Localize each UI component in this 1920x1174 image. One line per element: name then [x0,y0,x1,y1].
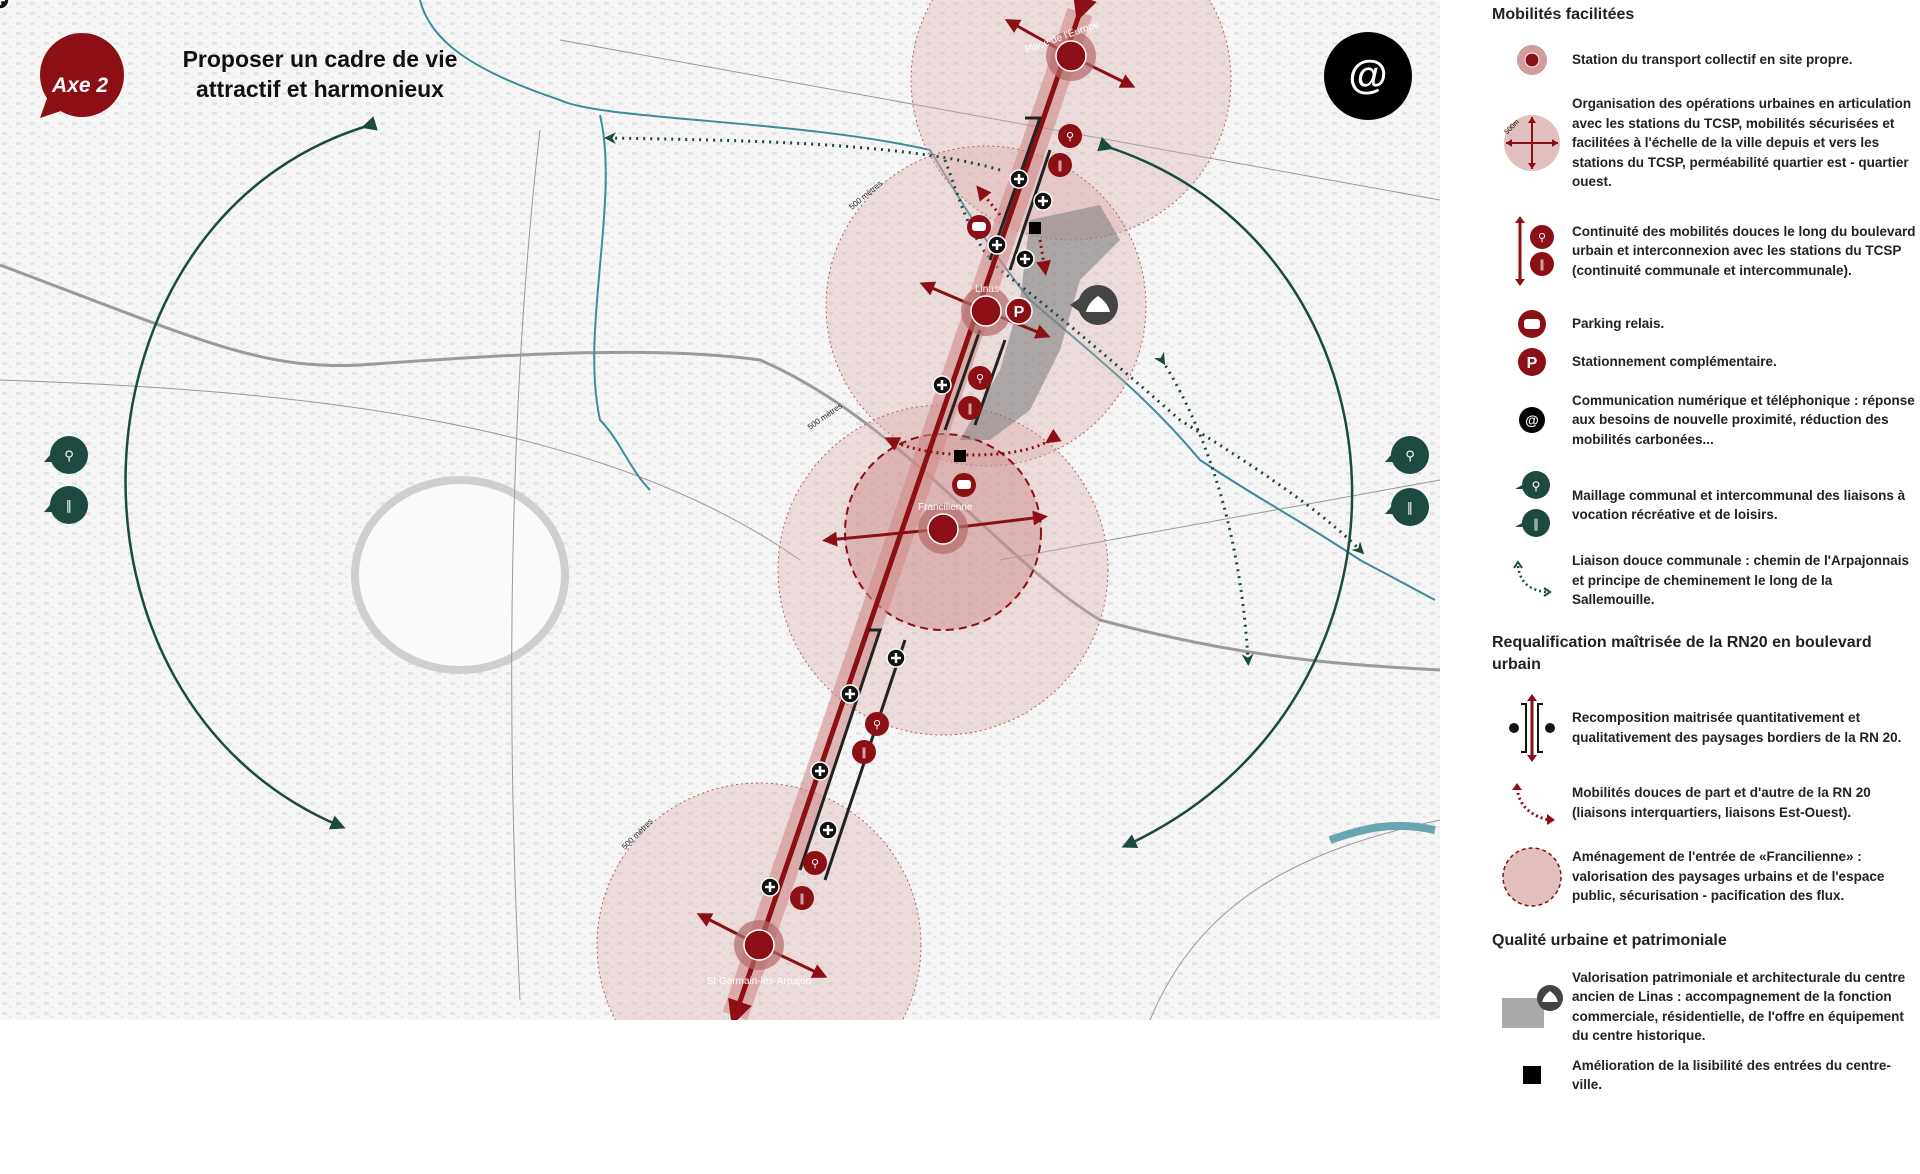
car-icon [1518,309,1546,338]
svg-text:⚲: ⚲ [1405,449,1415,464]
parking-relais-icons [952,215,991,497]
svg-text:∥: ∥ [1539,259,1545,271]
legend-text: Continuité des mobilités douces le long … [1572,223,1916,278]
svg-text:⚲: ⚲ [873,718,881,731]
green-dotted-arrow-icon [1512,559,1552,597]
station-label: Francilienne [918,502,973,513]
regional-link-arc-west [124,116,378,830]
svg-text:⚲: ⚲ [1537,232,1545,244]
legend-item: 500m Organisation des opérations urbaine… [1492,94,1917,192]
legend-text: Valorisation patrimoniale et architectur… [1572,969,1906,1044]
legend-item: Mobilités douces de part et d'autre de l… [1492,778,1917,828]
svg-text:∥: ∥ [799,892,805,905]
legend-section-title: Qualité urbaine et patrimoniale [1492,931,1727,949]
axe-badge [40,33,124,118]
heritage-icon [1070,285,1118,325]
strategy-map: 500 mètres 500 mètres 500 mètres Place d… [0,0,1440,1020]
svg-text:∥: ∥ [861,746,867,759]
legend-text: Parking relais. [1572,315,1665,331]
red-dotted-arrow-icon [1512,782,1555,825]
soft-link-path [1153,351,1254,666]
regional-link-arc-east [1097,137,1354,849]
legend-text: Organisation des opérations urbaines en … [1572,96,1912,189]
svg-text:⚲: ⚲ [1066,130,1074,143]
svg-text:∥: ∥ [1057,159,1063,172]
legend-text: Mobilités douces de part et d'autre de l… [1572,785,1871,820]
legend-item: Amélioration de la lisibilité des entrée… [1492,1056,1917,1095]
station-icon [1517,45,1547,75]
legend-item: ⚲ ∥ Continuité des mobilités douces le lo… [1492,214,1917,289]
legend-text: Aménagement de l'entrée de «Francilienne… [1572,849,1885,904]
heritage-area-icon [1502,984,1563,1028]
svg-text:⚲: ⚲ [976,372,984,385]
bike-walk-bubble-icon: ⚲∥ [1515,471,1550,537]
legend-text: Recomposition maitrisée quantitativement… [1572,710,1902,745]
svg-text:@: @ [1525,412,1539,428]
at-symbol: @ [1348,53,1388,97]
legend-text: Maillage communal et intercommunal des l… [1572,487,1906,523]
east-west-soft-link [884,428,1062,457]
legend-text: Amélioration de la lisibilité des entrée… [1572,1057,1891,1093]
legend-text: Liaison douce communale : chemin de l'Ar… [1572,553,1910,607]
svg-text:⚲: ⚲ [811,857,819,870]
radius-cross-icon: 500m [1504,114,1560,171]
svg-text:⚲: ⚲ [1532,479,1541,493]
parking-icon: P [1005,297,1033,325]
station-label: St Germain-lès-Arpajon [707,976,811,987]
svg-text:∥: ∥ [66,499,73,514]
dashed-circle-icon [1502,846,1562,907]
title-line: attractif et harmonieux [196,76,444,102]
station-francilienne [927,513,959,545]
station-linas [970,295,1002,327]
legend-section-title: Mobilités facilitées [1492,6,1635,23]
entrance-marker [954,450,966,462]
legend-item: @ Communication numérique et téléphoniqu… [1492,391,1917,450]
legend-item: Station du transport collectif en site p… [1492,44,1917,76]
svg-text:P: P [1527,355,1538,372]
legend-text: Stationnement complémentaire. [1572,353,1777,369]
legend-text: Station du transport collectif en site p… [1572,52,1853,68]
legend-item: ⚲ ∥ Maillage communal et intercommunal de… [1492,469,1917,541]
legend-item: Parking relais. [1492,309,1917,339]
parking-icon: P [1518,347,1546,376]
black-square-icon [1523,1066,1541,1084]
axe-badge-label: Axe 2 [51,74,109,97]
map-title: Proposer un cadre de vie attractif et ha… [140,44,500,104]
boulevard-plus-icon [1509,693,1555,762]
svg-text:⚲: ⚲ [64,449,74,464]
digital-communication-icon [1324,32,1412,120]
legend-item: Aménagement de l'entrée de «Francilienne… [1492,846,1917,908]
legend-item: Valorisation patrimoniale et architectur… [1492,968,1917,1046]
bike-walk-axis-icon: ⚲∥ [1514,215,1554,286]
legend-item: Recomposition maitrisée quantitativement… [1492,692,1917,764]
svg-text:∥: ∥ [1407,501,1414,516]
station-st-germain [743,929,775,961]
station-label: Linas [975,284,999,295]
legend-text: Communication numérique et téléphonique … [1572,392,1915,447]
leisure-link-icons [44,436,1429,526]
svg-text:∥: ∥ [967,402,973,415]
plus-markers [0,0,1054,898]
at-icon: @ [1519,406,1545,433]
station-place-europe [1055,40,1087,72]
entrance-marker [1029,222,1041,234]
bike-walk-icons [790,124,1082,910]
soft-link-path [604,132,1001,172]
tcsp-stations [734,31,1096,970]
legend: Mobilités facilitées Station du transpor… [1492,4,1917,1095]
legend-section-title: Requalification maîtrisée de la RN20 en … [1492,633,1872,673]
svg-text:∥: ∥ [1533,517,1539,531]
title-line: Proposer un cadre de vie [182,46,458,72]
legend-item: P Stationnement complémentaire. [1492,347,1917,377]
svg-text:P: P [1014,304,1025,321]
racetrack [351,476,569,674]
legend-item: Liaison douce communale : chemin de l'Ar… [1492,551,1917,610]
